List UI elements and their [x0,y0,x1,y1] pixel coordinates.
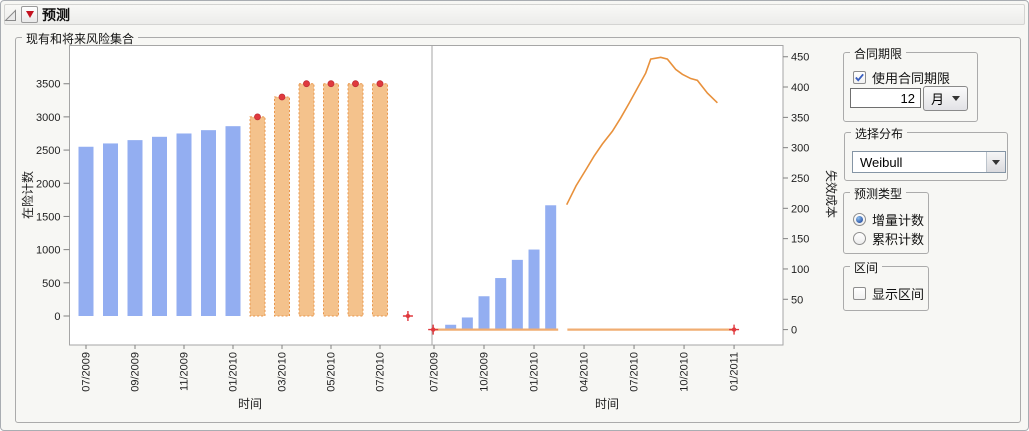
show-interval-checkbox[interactable] [853,287,866,300]
interval-label: 区间 [850,259,883,276]
radio-incremental-counts-label: 增量计数 [872,213,925,228]
radio-incremental-counts[interactable] [853,213,866,226]
show-interval-label: 显示区间 [872,287,925,302]
contract-unit-dropdown[interactable]: 月 [923,86,968,111]
contract-duration-input[interactable] [850,88,921,108]
distribution-dropdown[interactable]: Weibull [852,151,1006,173]
distribution-value: Weibull [860,154,903,170]
page-title: 预测 [42,6,70,23]
dropdown-arrow-button[interactable] [986,152,1005,172]
radio-cumulative-counts-label: 累积计数 [872,232,925,247]
distribution-groupbox: 选择分布 Weibull [844,125,1008,181]
red-triangle-menu-button[interactable] [21,6,38,23]
forecast-type-label: 预测类型 [850,185,907,202]
risk-set-groupbox-label: 现有和将来风险集合 [22,30,139,47]
distribution-label: 选择分布 [851,125,908,142]
outline-disclosure-icon[interactable] [4,9,17,22]
contract-unit-value: 月 [931,92,945,107]
chevron-down-icon [952,96,960,101]
red-triangle-icon [25,11,34,18]
use-contract-period-label: 使用合同期限 [872,71,951,86]
radio-cumulative-counts[interactable] [853,232,866,245]
outline-title-bar[interactable]: 预测 [4,4,1025,25]
check-icon [855,73,864,82]
contract-period-label: 合同期限 [850,45,907,62]
forecast-type-groupbox: 预测类型 增量计数 累积计数 [843,185,929,254]
chevron-down-icon [992,159,1000,165]
contract-period-groupbox: 合同期限 使用合同期限 月 [843,45,978,122]
use-contract-period-checkbox[interactable] [853,71,866,84]
interval-groupbox: 区间 显示区间 [843,259,929,311]
risk-set-groupbox: 现有和将来风险集合 [15,30,1021,423]
